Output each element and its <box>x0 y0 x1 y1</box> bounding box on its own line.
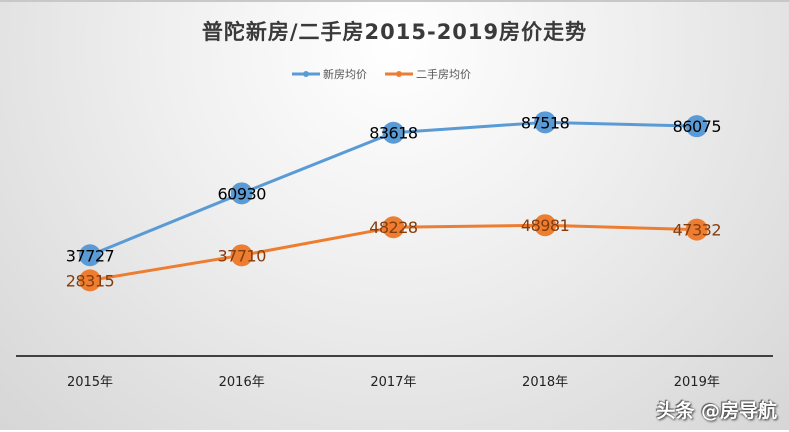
legend-marker <box>396 71 402 77</box>
data-label: 28315 <box>66 271 114 290</box>
data-point <box>230 244 253 267</box>
data-label: 60930 <box>217 184 266 203</box>
x-tick-label: 2017年 <box>370 375 416 390</box>
x-tick-label: 2015年 <box>67 375 113 390</box>
data-label: 48981 <box>521 216 569 235</box>
data-point <box>534 214 557 237</box>
x-tick-label: 2016年 <box>219 375 265 390</box>
chart-title: 普陀新房/二手房2015-2019房价走势 <box>201 20 588 44</box>
data-label: 48228 <box>369 218 418 237</box>
data-point <box>685 115 708 138</box>
data-point <box>230 182 253 205</box>
data-label: 83618 <box>369 124 418 143</box>
data-point <box>534 111 557 134</box>
legend-label: 二手房均价 <box>416 67 471 81</box>
data-label: 47332 <box>673 221 721 240</box>
data-point <box>382 121 405 144</box>
x-tick-label: 2018年 <box>522 375 568 390</box>
data-point <box>79 244 101 267</box>
data-label: 87518 <box>521 113 570 132</box>
x-tick-label: 2019年 <box>674 375 720 390</box>
legend-marker <box>303 71 309 77</box>
data-point <box>382 216 405 239</box>
data-label: 86075 <box>673 117 721 136</box>
legend-label: 新房均价 <box>323 67 367 81</box>
watermark: 头条 @房导航 <box>656 400 777 422</box>
data-point <box>79 269 101 292</box>
data-label: 37710 <box>217 246 266 265</box>
data-label: 37727 <box>66 246 114 265</box>
data-point <box>685 218 708 241</box>
